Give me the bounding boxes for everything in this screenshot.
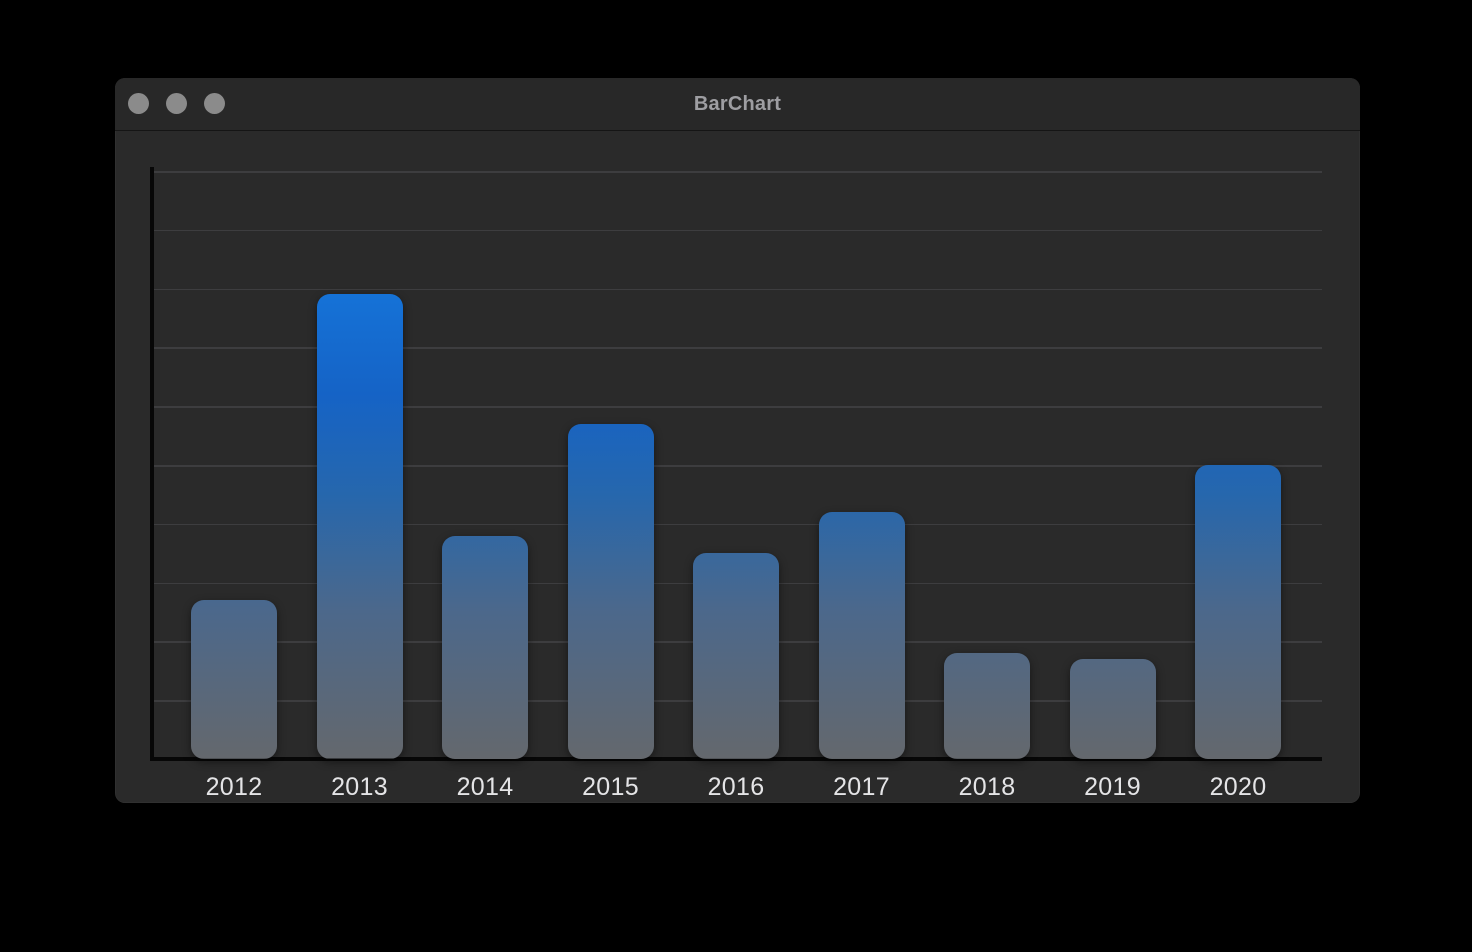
bar-2018 xyxy=(944,653,1030,759)
gridline xyxy=(154,465,1322,467)
gridline xyxy=(154,171,1322,173)
x-axis-label-2017: 2017 xyxy=(833,773,890,801)
bar-2019 xyxy=(1069,659,1156,759)
x-axis-line xyxy=(150,757,1322,761)
bar-2015 xyxy=(567,423,654,759)
x-axis-label-2020: 2020 xyxy=(1209,773,1267,801)
bar-2012 xyxy=(191,600,277,759)
traffic-lights xyxy=(128,93,225,114)
y-axis-line xyxy=(150,167,154,761)
close-button[interactable] xyxy=(128,93,149,114)
bar-2017 xyxy=(818,512,905,759)
gridline xyxy=(154,229,1322,232)
gridline xyxy=(154,523,1322,526)
x-axis-label-2012: 2012 xyxy=(205,773,263,801)
x-axis-label-2015: 2015 xyxy=(582,773,639,801)
bar-chart: 2012 2013 2014 2015 2016 2017 2018 2019 2020 xyxy=(115,131,1360,801)
x-axis-label-2018: 2018 xyxy=(958,773,1016,801)
bar-2013 xyxy=(316,294,403,759)
bar-2016 xyxy=(693,553,779,759)
gridline xyxy=(154,347,1322,349)
bar-2014 xyxy=(442,535,528,759)
x-axis-label-2019: 2019 xyxy=(1084,773,1141,801)
x-axis-label-2013: 2013 xyxy=(331,773,388,801)
gridline xyxy=(154,288,1322,291)
x-axis-label-2014: 2014 xyxy=(456,773,514,801)
title-bar[interactable]: BarChart xyxy=(115,78,1360,131)
barchart-window: BarChart 2012 2013 2014 2015 2016 2017 2018 201… xyxy=(115,78,1360,803)
bar-2020 xyxy=(1195,465,1281,759)
window-title: BarChart xyxy=(693,93,782,115)
gridline xyxy=(154,406,1322,408)
minimize-button[interactable] xyxy=(166,93,187,114)
x-axis-label-2016: 2016 xyxy=(707,773,765,801)
zoom-button[interactable] xyxy=(204,93,225,114)
